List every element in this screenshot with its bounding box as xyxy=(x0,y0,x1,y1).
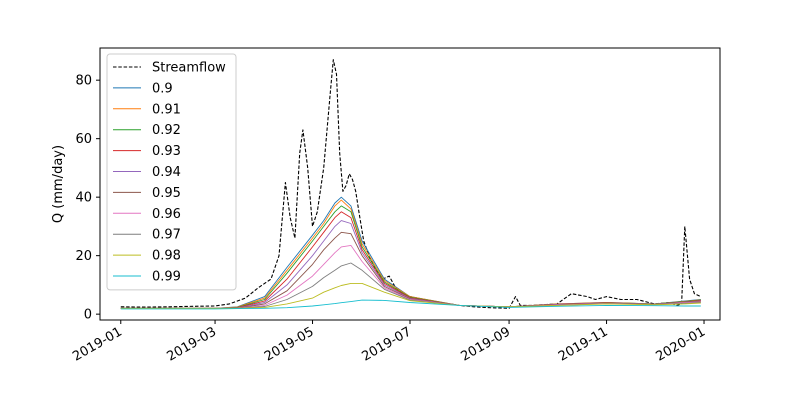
x-axis: 2019-01 2019-03 2019-05 2019-07 2019-09 2019-… xyxy=(70,320,708,365)
legend: Streamflow 0.9 0.91 0.92 0.93 0.94 0.95 0.96 0.9… xyxy=(106,53,237,291)
plot-lines xyxy=(120,59,702,310)
legend-label: 0.97 xyxy=(152,228,181,243)
legend-label: 0.93 xyxy=(152,144,181,159)
legend-label: 0.98 xyxy=(152,249,181,264)
x-tick-label: 2019-01 xyxy=(70,324,125,364)
x-tick-label: 2019-03 xyxy=(165,324,220,364)
x-tick-label: 2019-05 xyxy=(262,324,317,364)
legend-label: 0.9 xyxy=(152,81,173,96)
x-tick-label: 2019-09 xyxy=(459,324,514,364)
legend-label: 0.94 xyxy=(152,165,181,180)
series-line-0-99 xyxy=(120,299,701,310)
x-tick-label: 2020-01 xyxy=(653,324,708,364)
y-tick-label: 20 xyxy=(75,249,92,264)
y-axis-label: Q (mm/day) xyxy=(51,145,66,223)
y-tick-label: 60 xyxy=(75,132,92,147)
legend-box xyxy=(106,53,237,291)
series-line-streamflow xyxy=(120,59,702,309)
x-tick-label: 2019-07 xyxy=(359,324,414,364)
legend-label: Streamflow xyxy=(152,61,226,76)
x-tick-label: 2019-11 xyxy=(556,324,611,364)
series-line-0-98 xyxy=(120,282,701,309)
legend-label: 0.91 xyxy=(152,102,181,117)
legend-label: 0.99 xyxy=(152,270,181,285)
y-tick-label: 0 xyxy=(84,308,92,323)
legend-label: 0.95 xyxy=(152,186,181,201)
legend-label: 0.96 xyxy=(152,207,181,222)
y-tick-label: 80 xyxy=(75,74,92,89)
legend-label: 0.92 xyxy=(152,123,181,138)
y-tick-label: 40 xyxy=(75,191,92,206)
y-axis: 0 20 40 60 80 xyxy=(75,74,100,323)
